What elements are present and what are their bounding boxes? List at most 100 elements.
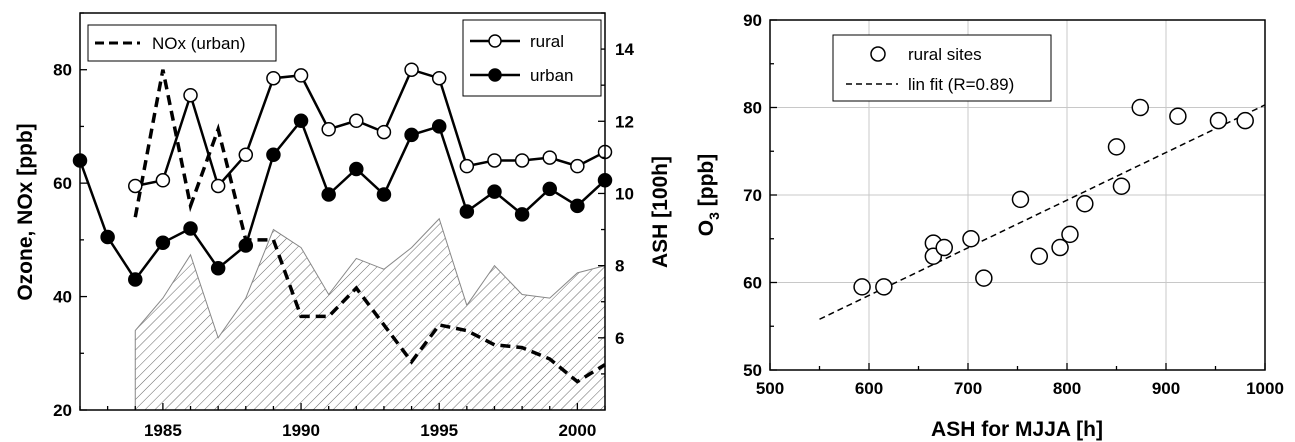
scatter-x-tick-label: 900 (1152, 379, 1180, 398)
scatter-y-tick-label: 80 (743, 99, 762, 118)
scatter-x-tick-label: 1000 (1246, 379, 1284, 398)
urban-point (293, 113, 309, 129)
rural-site-point (1076, 195, 1094, 213)
rural-site-point (1209, 111, 1228, 130)
rural-site-point (962, 230, 980, 248)
time-series-chart: 1985 1990 1995 2000 20 40 60 80 6 8 10 12 14 Ozone, … (14, 12, 672, 440)
urban-point (100, 229, 115, 245)
urban-point (514, 207, 530, 222)
x-tick-label: 1990 (282, 421, 320, 440)
y2-tick-label: 14 (615, 40, 634, 59)
rural-point (376, 124, 392, 140)
y-label-unit: [ppb] (695, 154, 718, 212)
legend-rural-urban: rural urban (462, 19, 602, 97)
rural-point (321, 122, 336, 137)
ash-hatched-area (134, 217, 606, 411)
scatter-y-tick-label: 50 (743, 361, 762, 380)
rural-point (514, 153, 530, 168)
rural-site-point (853, 278, 871, 296)
urban-point (266, 147, 281, 163)
rural-point (404, 62, 419, 77)
x-tick-label: 2000 (558, 421, 596, 440)
urban-point (183, 221, 198, 236)
rural-site-point (1112, 177, 1131, 195)
rural-site-point (1061, 225, 1079, 244)
urban-point (321, 187, 336, 202)
legend-rural-label: rural (530, 32, 564, 51)
rural-point (293, 68, 309, 83)
scatter-legend-box (832, 34, 1052, 102)
legend-fit-label: lin fit (R=0.89) (908, 75, 1014, 94)
rural-site-point (1107, 138, 1126, 156)
legend-point-marker (870, 46, 886, 62)
urban-point (128, 272, 143, 287)
y-label-main: O (695, 220, 718, 236)
legend-rural-marker (488, 34, 502, 48)
legend-nox-box (87, 24, 277, 62)
rural-site-point (1030, 247, 1049, 265)
urban-point (487, 184, 502, 199)
y2-tick-label: 10 (615, 184, 634, 203)
rural-site-point (1236, 111, 1254, 130)
y-axis-label: Ozone, NOx [ppb] (14, 123, 37, 300)
urban-point (349, 161, 364, 177)
rural-point (487, 153, 502, 168)
rural-point (183, 87, 198, 103)
scatter-x-tick-label: 500 (756, 379, 784, 398)
urban-point (570, 198, 585, 214)
legend-nox: NOx (urban) (87, 24, 277, 62)
rural-site-point (875, 278, 893, 296)
rural-site-point (935, 238, 953, 257)
nox-urban-line (133, 69, 606, 384)
axis-ticks-layer: 1985 1990 1995 2000 20 40 60 80 6 8 10 12 14 (53, 12, 634, 440)
legend-points-label: rural sites (908, 45, 982, 64)
rural-site-point (975, 269, 993, 287)
scatter-chart: 500 600 700 800 900 1000 50 60 70 80 90 ASH for MJ… (695, 11, 1284, 441)
urban-point (431, 119, 447, 134)
rural-point (128, 178, 143, 194)
y2-axis-label: ASH [100h] (649, 156, 672, 268)
legend-urban-marker (488, 68, 502, 82)
y-label-sub: 3 (706, 212, 722, 220)
rural-point (459, 158, 475, 174)
rural-site-point (1169, 107, 1187, 125)
rural-site-point (1011, 190, 1030, 209)
legend-box (462, 19, 602, 97)
urban-line (78, 118, 606, 282)
rural-site-point (1051, 238, 1069, 257)
rural-point (266, 70, 281, 86)
scatter-x-tick-label: 700 (954, 379, 982, 398)
urban-point (238, 238, 254, 253)
rural-point (210, 178, 226, 194)
y-tick-label: 60 (53, 174, 72, 193)
plot-frame (79, 12, 606, 411)
urban-point (459, 204, 475, 219)
scatter-y-axis-label: O3 [ppb] (695, 154, 722, 236)
scatter-y-tick-label: 90 (743, 11, 762, 30)
points-layer (853, 98, 1254, 296)
urban-point (404, 127, 419, 143)
series-markers-layer (72, 62, 613, 287)
rural-point (349, 113, 364, 129)
y-tick-label: 20 (53, 401, 72, 420)
rural-site-point (1131, 98, 1150, 117)
scatter-x-axis-label: ASH for MJJA [h] (931, 418, 1103, 441)
urban-point (376, 187, 392, 202)
urban-point (210, 260, 226, 276)
linear-fit-line (819, 104, 1266, 320)
x-tick-label: 1995 (420, 421, 458, 440)
rural-point (542, 150, 557, 165)
legend-urban-label: urban (530, 66, 573, 85)
rural-point (155, 173, 171, 188)
rural-point (570, 158, 585, 174)
urban-point (542, 181, 557, 197)
ash-area-layer (134, 217, 606, 411)
x-tick-label: 1985 (144, 421, 182, 440)
scatter-y-tick-label: 70 (743, 186, 762, 205)
y2-tick-label: 8 (615, 257, 624, 276)
scatter-legend: rural sites lin fit (R=0.89) (832, 34, 1052, 102)
scatter-x-tick-label: 800 (1053, 379, 1081, 398)
scatter-axis-ticks-layer: 500 600 700 800 900 1000 50 60 70 80 90 (743, 11, 1284, 398)
rural-point (431, 70, 447, 86)
